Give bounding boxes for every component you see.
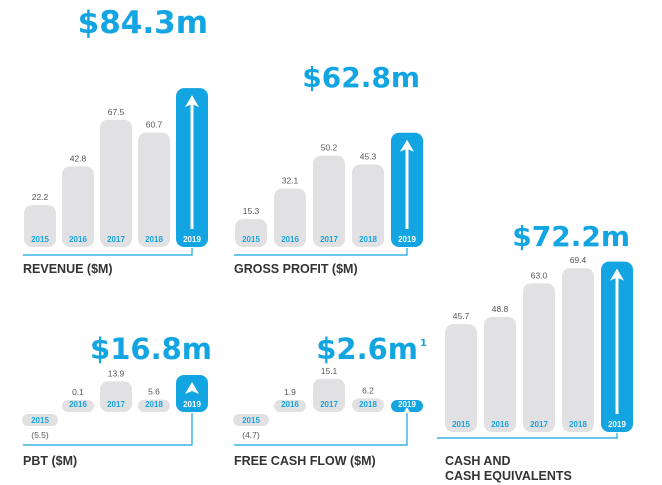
year-label: 2016	[69, 235, 87, 244]
bar	[22, 414, 58, 426]
year-label: 2015	[31, 416, 49, 425]
year-label: 2017	[320, 400, 338, 409]
highlight-bar	[391, 400, 423, 412]
year-label: 2015	[242, 416, 260, 425]
value-label: 60.7	[146, 120, 163, 130]
year-label: 2015	[452, 420, 470, 429]
value-label: (5.5)	[31, 430, 49, 440]
year-label: 2019	[608, 420, 626, 429]
year-label: 2016	[281, 400, 299, 409]
chart-title: GROSS PROFIT ($M)	[234, 262, 358, 276]
chart-title: CASH AND	[445, 454, 511, 468]
gross-profit-chart: $62.8m 2015 15.3 2016 32.1 2017 50.2 2018 45.3 20…	[234, 61, 423, 276]
value-label: 69.4	[570, 255, 587, 265]
year-label: 2016	[281, 235, 299, 244]
value-label: 50.2	[321, 143, 338, 153]
bar	[274, 188, 306, 247]
year-label: 2015	[242, 235, 260, 244]
headline-value: $84.3m	[78, 5, 208, 41]
up-arrow-icon	[400, 139, 414, 152]
value-label: 32.1	[282, 176, 299, 186]
bar	[313, 378, 345, 412]
value-label: 63.0	[531, 270, 548, 280]
bar	[352, 398, 384, 412]
value-label: 15.1	[321, 366, 338, 376]
chart-title: REVENUE ($M)	[23, 262, 113, 276]
connector-line	[437, 433, 618, 439]
bar	[100, 119, 132, 247]
year-label: 2019	[398, 235, 416, 244]
value-label: 67.5	[108, 107, 125, 117]
bar	[24, 205, 56, 247]
value-label: 13.9	[108, 368, 125, 378]
up-arrow-icon	[185, 95, 199, 108]
bar	[274, 400, 306, 412]
up-arrow-icon	[610, 268, 624, 281]
bar	[233, 414, 269, 426]
chart-title: CASH EQUIVALENTS	[445, 469, 572, 483]
chart-title: PBT ($M)	[23, 454, 77, 468]
connector-line	[234, 413, 408, 446]
value-label: 6.2	[362, 385, 374, 395]
value-label: (4.7)	[242, 430, 260, 440]
year-label: 2018	[569, 420, 587, 429]
year-label: 2015	[31, 235, 49, 244]
value-label: 1.9	[284, 387, 296, 397]
bar	[523, 283, 555, 432]
bar	[484, 316, 516, 432]
chart-title: FREE CASH FLOW ($M)	[234, 454, 376, 468]
value-label: 22.2	[32, 192, 49, 202]
bar	[445, 324, 477, 432]
connector-line	[234, 248, 408, 256]
year-label: 2017	[320, 235, 338, 244]
bar	[138, 132, 170, 247]
value-label: 5.6	[148, 387, 160, 397]
connector-line	[23, 248, 193, 256]
year-label: 2016	[69, 400, 87, 409]
highlight-bar	[176, 375, 208, 412]
headline-value: $2.6m	[316, 332, 418, 366]
headline-value: $72.2m	[512, 220, 630, 253]
free-cash-flow-chart: $2.6m 1 2015 (4.7) 2016 1.9 2017 15.1 2018 6.2 201…	[233, 332, 427, 468]
bar	[562, 268, 594, 432]
value-label: 0.1	[72, 387, 84, 397]
up-arrow-icon	[185, 382, 199, 395]
revenue-chart: $84.3m 2015 22.2 2016 42.8 2017 67.5 2018 60.7 20…	[23, 5, 208, 276]
bar	[100, 381, 132, 412]
year-label: 2018	[359, 235, 377, 244]
year-label: 2017	[107, 400, 125, 409]
year-label: 2018	[145, 400, 163, 409]
pbt-chart: $16.8m 2015 (5.5) 2016 0.1 2017 13.9 2018 5.6 201…	[22, 332, 212, 468]
headline-value: $62.8m	[302, 61, 420, 94]
value-label: 45.3	[360, 152, 377, 162]
year-label: 2018	[145, 235, 163, 244]
year-label: 2018	[359, 400, 377, 409]
bar	[62, 166, 94, 247]
year-label: 2017	[107, 235, 125, 244]
year-label: 2019	[183, 400, 201, 409]
year-label: 2019	[183, 235, 201, 244]
bar	[352, 164, 384, 247]
bar	[235, 219, 267, 247]
year-label: 2017	[530, 420, 548, 429]
cash-equivalents-chart: $72.2m 2015 45.7 2016 48.8 2017 63.0 2018 69.4 20…	[437, 220, 633, 483]
headline-value: $16.8m	[90, 332, 212, 366]
bar	[138, 399, 170, 412]
connector-line	[23, 413, 193, 446]
value-label: 15.3	[243, 206, 260, 216]
year-label: 2019	[398, 400, 416, 409]
year-label: 2016	[491, 420, 509, 429]
value-label: 42.8	[70, 153, 87, 163]
bar	[62, 400, 94, 412]
value-label: 48.8	[492, 304, 509, 314]
value-label: 45.7	[453, 311, 470, 321]
bar	[313, 155, 345, 247]
headline-footnote: 1	[420, 338, 427, 349]
